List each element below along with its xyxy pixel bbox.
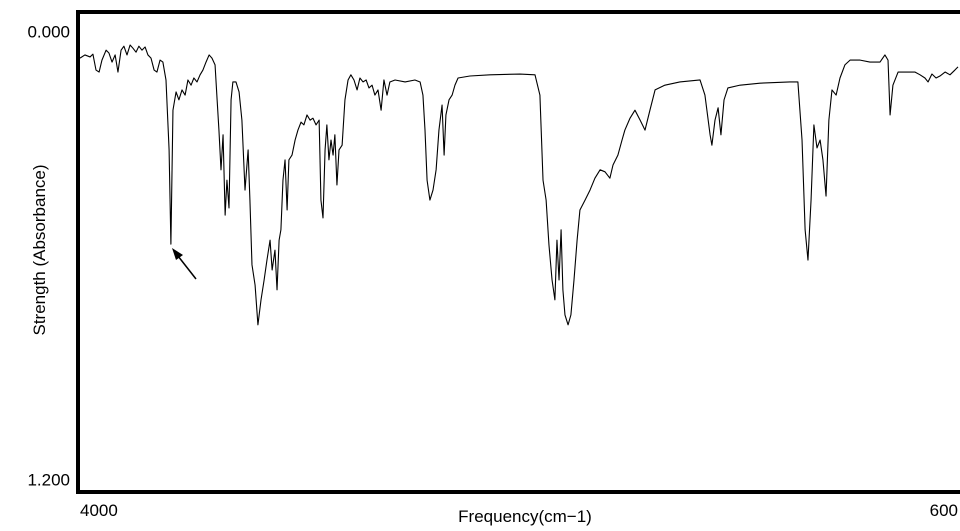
x-tick-label: 4000 — [80, 501, 118, 520]
x-tick-label: 600 — [930, 501, 958, 520]
y-axis-label: Strength (Absorbance) — [30, 164, 49, 335]
y-tick-label: 1.200 — [27, 470, 70, 489]
spectrum-line — [79, 44, 959, 326]
y-tick-label: 0.000 — [27, 22, 70, 41]
annotation-arrow — [172, 248, 197, 280]
x-axis-label: Frequency(cm−1) — [458, 507, 592, 526]
arrow-shaft — [177, 255, 197, 280]
arrow-head — [172, 248, 183, 260]
